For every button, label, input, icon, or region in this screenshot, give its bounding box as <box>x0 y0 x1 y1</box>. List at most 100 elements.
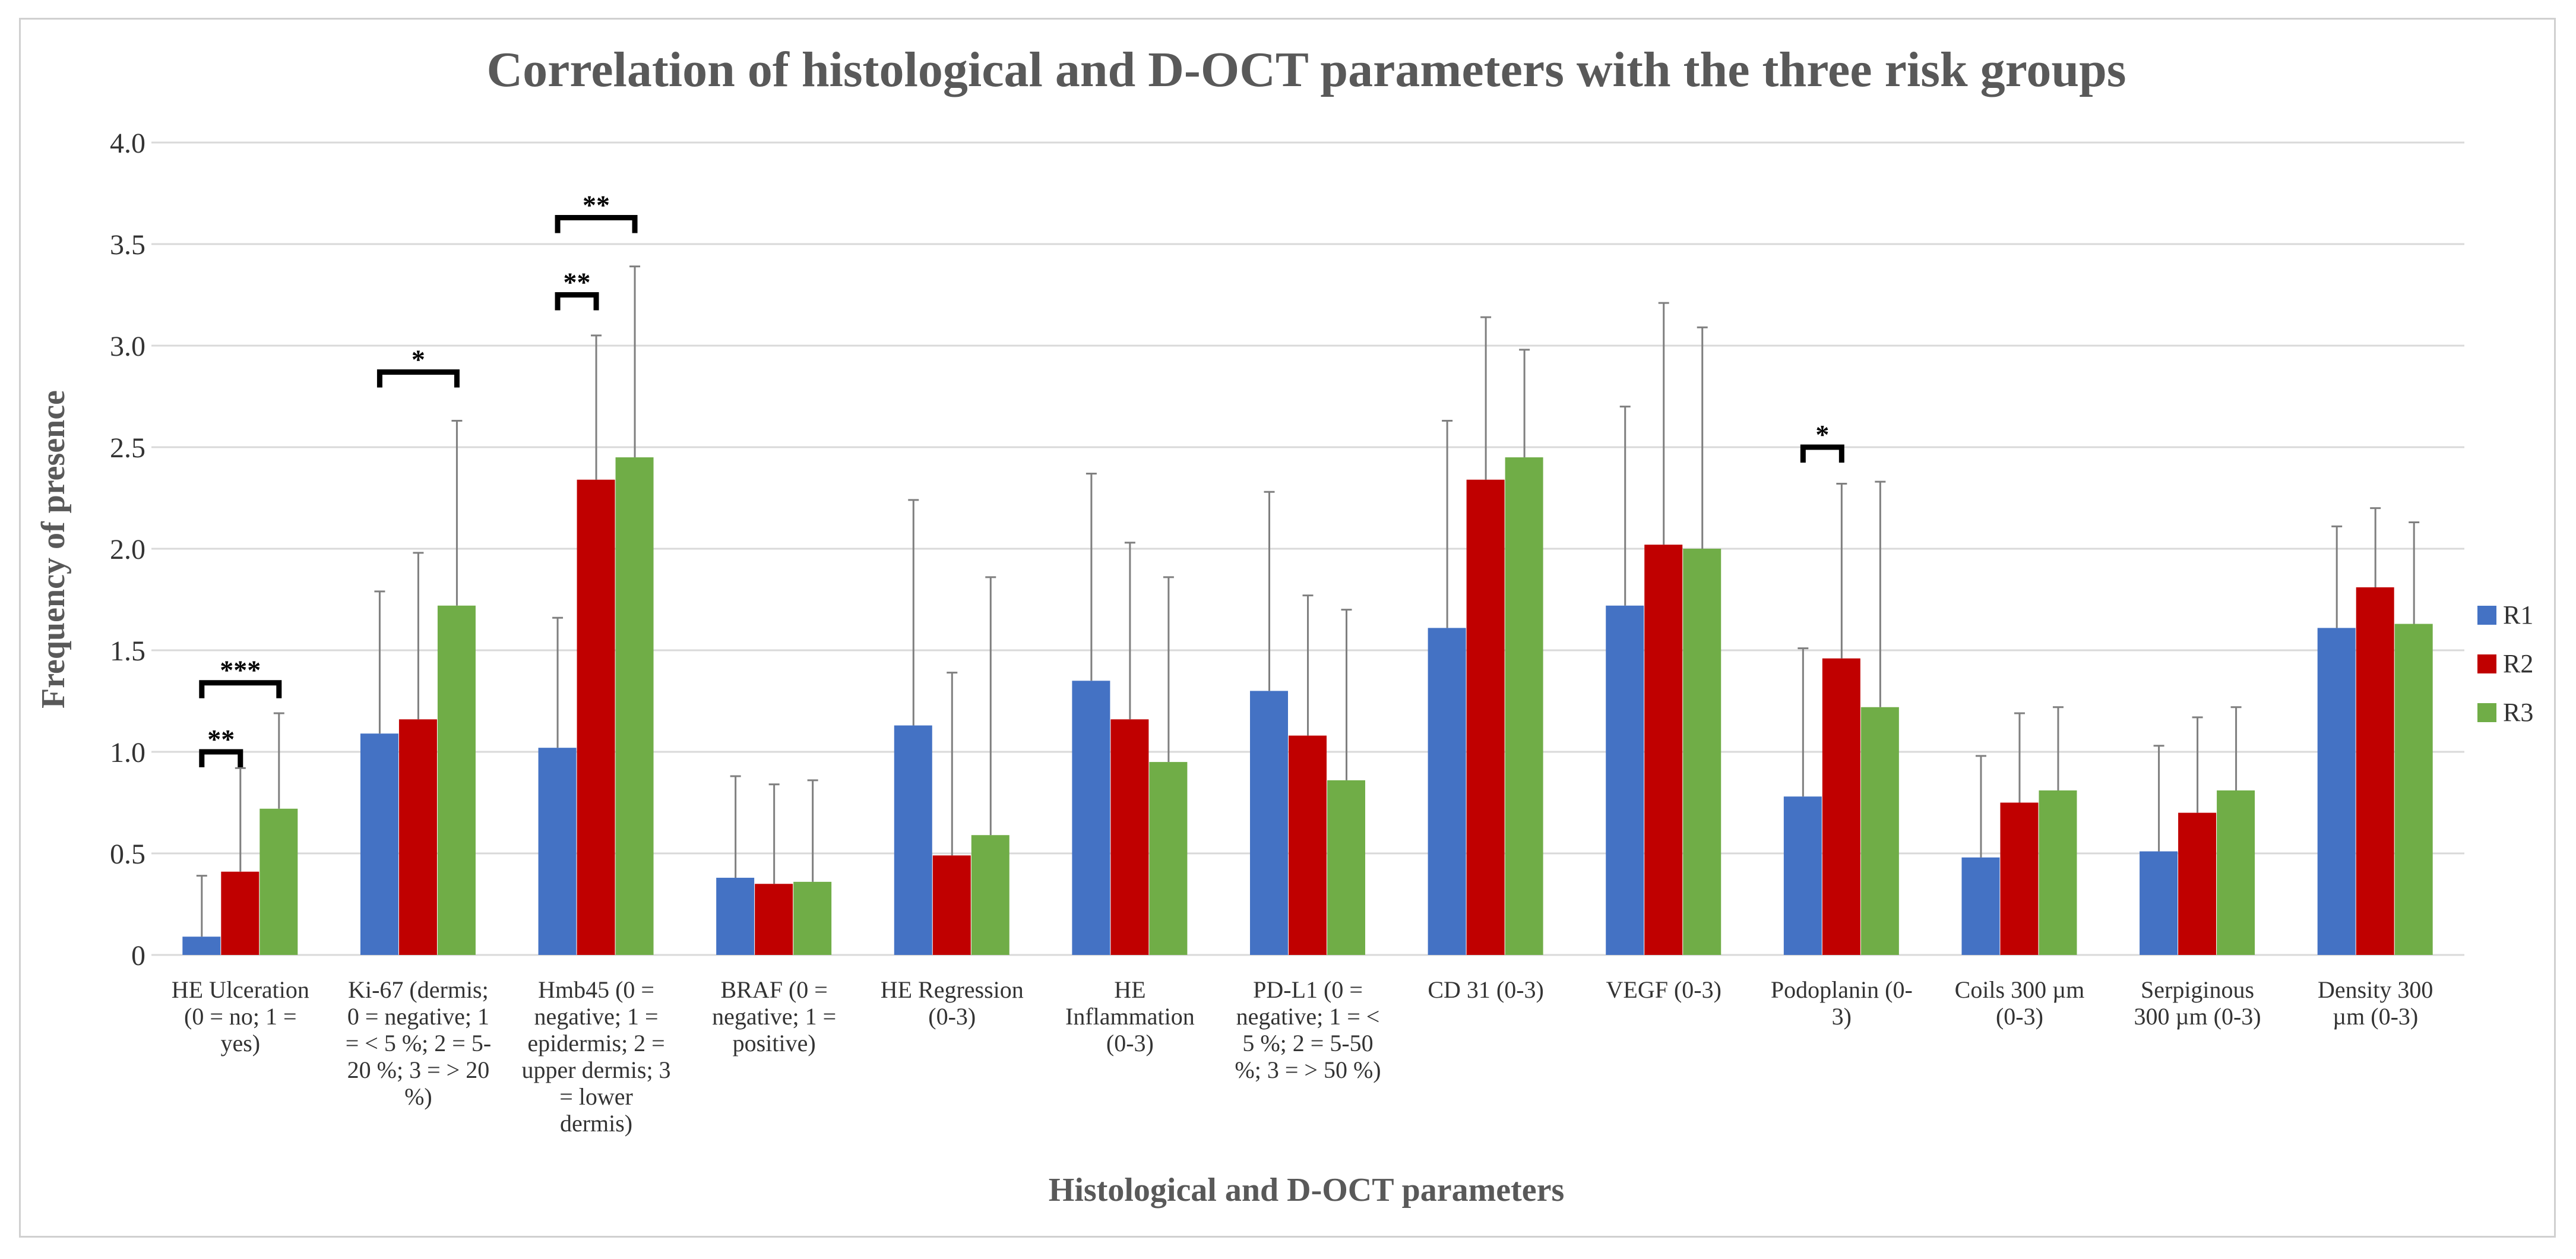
bar-R2-11 <box>2178 812 2217 955</box>
y-axis-ticks: 0 0.5 1.0 1.5 2.0 2.5 3.0 3.5 4.0 <box>110 128 145 972</box>
x-category-label: 5 %; 2 = 5-50 <box>1242 1030 1373 1056</box>
bar-R3-8 <box>1683 549 1721 955</box>
bar-R3-7 <box>1505 457 1543 955</box>
bar-R1-11 <box>2140 851 2178 955</box>
x-category-label: epidermis; 2 = <box>527 1030 664 1056</box>
bar-R2-2 <box>577 479 615 955</box>
x-category-label: 0 = negative; 1 <box>347 1003 489 1030</box>
significance-bracket <box>199 680 282 698</box>
bar-R3-3 <box>793 881 832 955</box>
bar-R3-4 <box>971 835 1009 955</box>
x-category-label: PD-L1 (0 = <box>1253 976 1363 1003</box>
legend-swatch-R2 <box>2477 654 2496 673</box>
x-category-label: 3) <box>1832 1003 1852 1030</box>
significance-brackets: *********** <box>199 190 1844 767</box>
significance-bracket <box>555 292 599 311</box>
bar-R2-1 <box>398 719 437 955</box>
y-tick-label: 3.0 <box>110 331 145 362</box>
bar-R1-2 <box>538 748 577 955</box>
bar-R3-6 <box>1327 780 1365 955</box>
bar-R1-9 <box>1783 796 1822 955</box>
y-tick-label: 2.5 <box>110 432 145 464</box>
y-tick-label: 1.5 <box>110 635 145 667</box>
x-category-label: µm (0-3) <box>2333 1003 2418 1030</box>
bars <box>182 457 2433 955</box>
x-category-label: = lower <box>559 1083 633 1110</box>
x-axis-category-labels: HE Ulceration(0 = no; 1 =yes) Ki-67 (derm… <box>172 976 2433 1137</box>
significance-label: ** <box>583 190 610 220</box>
x-category-label: yes) <box>220 1030 260 1056</box>
bar-R2-6 <box>1289 735 1327 955</box>
legend-label-R3: R3 <box>2503 698 2533 727</box>
x-category-label: positive) <box>733 1030 816 1056</box>
legend-label-R2: R2 <box>2503 649 2533 678</box>
x-category-label: Podoplanin (0- <box>1771 976 1913 1003</box>
bar-R3-9 <box>1860 707 1899 955</box>
significance-bracket <box>376 369 460 388</box>
error-bars <box>196 265 2420 937</box>
bar-R1-7 <box>1428 628 1466 955</box>
bar-R3-11 <box>2217 790 2255 955</box>
x-category-label: 20 %; 3 = > 20 <box>347 1056 490 1083</box>
y-tick-label: 4.0 <box>110 128 145 159</box>
x-category-label: Serpiginous <box>2141 976 2254 1003</box>
y-tick-label: 0.5 <box>110 839 145 870</box>
x-category-label: Hmb45 (0 = <box>538 976 654 1003</box>
bar-R3-10 <box>2039 790 2077 955</box>
x-category-label: 300 µm (0-3) <box>2134 1003 2261 1030</box>
bar-R3-0 <box>260 808 298 955</box>
x-category-label: Density 300 <box>2318 976 2433 1003</box>
x-category-label: %) <box>404 1083 432 1110</box>
bar-R1-10 <box>1961 857 2000 955</box>
legend-swatch-R1 <box>2477 606 2496 625</box>
x-category-label: CD 31 (0-3) <box>1428 976 1544 1003</box>
bar-R2-12 <box>2356 587 2394 955</box>
x-category-label: Coils 300 µm <box>1955 976 2085 1003</box>
bar-R1-8 <box>1606 605 1644 955</box>
x-category-label: negative; 1 = < <box>1236 1003 1380 1030</box>
significance-bracket <box>199 749 243 767</box>
y-tick-label: 0 <box>131 940 145 972</box>
bar-R3-12 <box>2394 624 2433 955</box>
significance-label: ** <box>207 724 235 754</box>
bar-R2-3 <box>755 884 793 955</box>
legend-swatch-R3 <box>2477 703 2496 722</box>
bar-R1-5 <box>1072 681 1110 955</box>
bar-R2-4 <box>932 855 971 955</box>
significance-label: * <box>412 344 425 374</box>
y-axis-title: Frequency of presence <box>35 390 72 708</box>
x-category-label: (0-3) <box>1106 1030 1154 1056</box>
significance-bracket <box>555 215 638 233</box>
x-category-label: VEGF (0-3) <box>1606 976 1721 1003</box>
y-tick-label: 1.0 <box>110 737 145 768</box>
chart-title: Correlation of histological and D-OCT pa… <box>486 42 2126 97</box>
x-category-label: negative; 1 = <box>712 1003 836 1030</box>
bar-R2-0 <box>221 871 260 955</box>
x-category-label: Inflammation <box>1065 1003 1195 1030</box>
bar-R1-1 <box>360 733 398 955</box>
bar-R2-7 <box>1466 479 1505 955</box>
bar-R3-2 <box>615 457 654 955</box>
x-category-label: BRAF (0 = <box>720 976 827 1003</box>
x-category-label: = < 5 %; 2 = 5- <box>346 1030 491 1056</box>
bar-R3-1 <box>437 605 476 955</box>
significance-label: *** <box>220 655 261 685</box>
x-category-label: %; 3 = > 50 %) <box>1235 1056 1381 1083</box>
x-axis-title: Histological and D-OCT parameters <box>1049 1172 1564 1209</box>
significance-label: ** <box>564 267 591 298</box>
bar-R1-6 <box>1250 691 1288 955</box>
x-category-label: dermis) <box>560 1110 632 1137</box>
bar-R2-8 <box>1644 545 1683 955</box>
x-category-label: Ki-67 (dermis; <box>348 976 489 1003</box>
x-category-label: HE Regression <box>881 976 1024 1003</box>
bar-R1-4 <box>894 725 932 955</box>
x-category-label: (0 = no; 1 = <box>184 1003 297 1030</box>
bar-R1-3 <box>716 878 755 955</box>
x-category-label: (0-3) <box>928 1003 976 1030</box>
bar-R1-12 <box>2317 628 2356 955</box>
bar-R3-5 <box>1149 762 1188 955</box>
significance-bracket <box>1800 444 1844 463</box>
x-category-label: upper dermis; 3 <box>522 1056 671 1083</box>
bar-R2-5 <box>1110 719 1149 955</box>
